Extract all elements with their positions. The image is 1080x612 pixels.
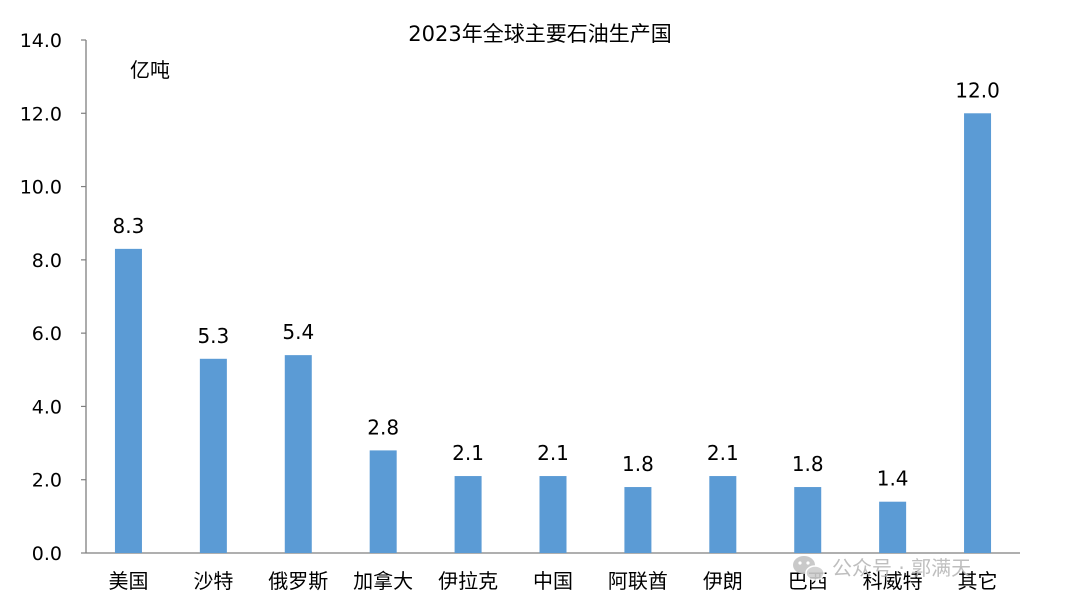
data-label: 5.4	[282, 320, 314, 344]
data-label: 2.1	[452, 441, 484, 465]
y-tick-label: 8.0	[32, 250, 62, 272]
chart-title: 2023年全球主要石油生产国	[408, 22, 671, 46]
category-label: 科威特	[863, 569, 923, 593]
bar	[369, 450, 397, 553]
data-label: 1.8	[792, 452, 824, 476]
category-label: 美国	[108, 569, 148, 593]
watermark-text: 公众号 · 郭满天	[832, 556, 971, 580]
bar	[624, 487, 652, 553]
category-label: 阿联酋	[608, 569, 668, 593]
bar	[794, 487, 822, 553]
category-label: 俄罗斯	[268, 569, 328, 593]
category-label: 伊朗	[703, 569, 743, 593]
data-label: 8.3	[113, 214, 145, 238]
y-tick-label: 6.0	[32, 323, 62, 345]
y-tick-label: 0.0	[32, 543, 62, 565]
y-tick-label: 14.0	[20, 30, 62, 52]
category-label: 中国	[533, 569, 573, 593]
category-label: 加拿大	[353, 569, 413, 593]
bar	[454, 476, 482, 553]
bar	[114, 248, 142, 553]
data-label: 5.3	[197, 324, 229, 348]
bar	[879, 501, 907, 553]
data-label: 2.8	[367, 415, 399, 439]
watermark: 公众号 · 郭满天	[793, 556, 971, 581]
labels: 8.3 美国 5.3 沙特 5.4 俄罗斯 2.8 加拿大 2.1 伊拉克 2.1 中国 1.8 阿联酋 2…	[108, 78, 999, 593]
bar	[199, 358, 227, 553]
data-label: 2.1	[707, 441, 739, 465]
category-label: 伊拉克	[438, 569, 498, 593]
wechat-icon	[793, 556, 825, 581]
data-label: 2.1	[537, 441, 569, 465]
y-tick-label: 10.0	[20, 177, 62, 199]
data-label: 12.0	[955, 78, 1000, 102]
unit-label: 亿吨	[130, 58, 170, 82]
category-label: 其它	[958, 569, 998, 593]
bar	[539, 476, 567, 553]
axes: 0.0 2.0 4.0 6.0 8.0 10.0 12.0 14.0	[20, 30, 1020, 565]
y-tick-label: 2.0	[32, 470, 62, 492]
category-label: 沙特	[193, 569, 233, 593]
y-tick-label: 12.0	[20, 103, 62, 125]
bar	[709, 476, 737, 553]
data-label: 1.4	[877, 467, 909, 491]
y-tick-label: 4.0	[32, 396, 62, 418]
bar	[964, 113, 992, 554]
bar	[284, 355, 312, 553]
bars	[114, 113, 992, 554]
data-label: 1.8	[622, 452, 654, 476]
